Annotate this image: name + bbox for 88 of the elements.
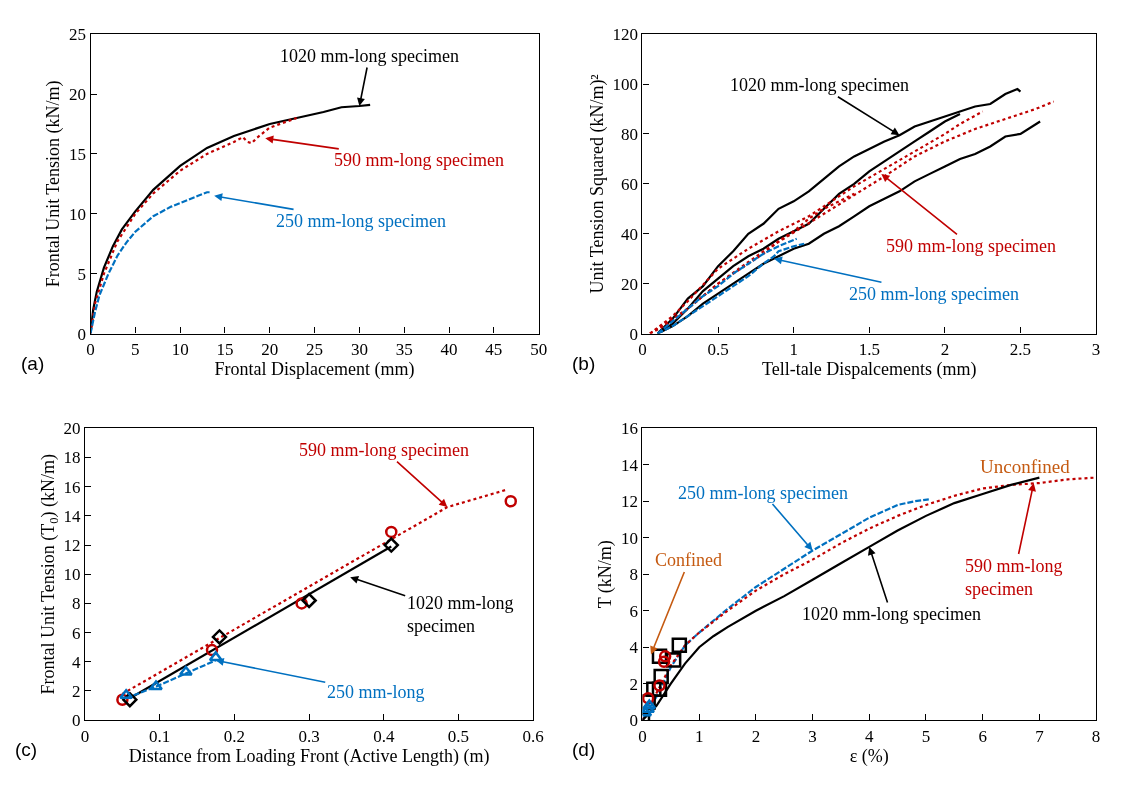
y-tick-label: 8 xyxy=(629,565,638,585)
text: (d) xyxy=(572,739,596,760)
y-tick-label: 25 xyxy=(69,25,87,45)
y-tick-label: 0 xyxy=(629,324,638,344)
y-tick-label: 20 xyxy=(63,419,81,439)
y-tick-label: 0 xyxy=(72,711,81,731)
x-tick-label: 2 xyxy=(940,340,950,360)
y-axis-title: T (kN/m) xyxy=(595,540,617,609)
x-tick-label: 35 xyxy=(395,340,413,360)
annotation: Unconfined xyxy=(980,456,1071,477)
x-tick-label: 6 xyxy=(978,726,987,746)
y-tick-label: 20 xyxy=(620,274,638,294)
x-tick-label: 15 xyxy=(216,340,234,360)
x-tick-label: 8 xyxy=(1091,726,1101,746)
y-tick-label: 6 xyxy=(72,623,81,643)
x-axis-title: Distance from Loading Front (Active Length) (m) xyxy=(128,745,490,767)
y-tick-label: 14 xyxy=(620,455,639,475)
y-tick-label: 12 xyxy=(63,536,81,555)
x-tick-label: 45 xyxy=(485,340,503,360)
annotation: Confined xyxy=(655,550,722,570)
x-tick-label: 4 xyxy=(865,726,875,746)
y-tick-label: 10 xyxy=(63,565,81,585)
x-axis-title: Frontal Displacement (mm) xyxy=(214,359,415,381)
y-axis-title: Frontal Unit Tension (kN/m) xyxy=(43,80,65,288)
x-tick-label: 0.1 xyxy=(149,726,171,746)
y-tick-label: 10 xyxy=(69,204,87,224)
x-tick-label: 0.2 xyxy=(223,726,246,746)
y-tick-label: 16 xyxy=(63,477,81,497)
y-tick-label: 120 xyxy=(612,25,638,45)
x-tick-label: 1 xyxy=(694,726,704,746)
y-tick-label: 2 xyxy=(72,681,81,701)
y-tick-label: 5 xyxy=(77,264,87,284)
text: (a) xyxy=(21,353,45,374)
y-tick-label: 0 xyxy=(629,711,638,731)
x-tick-label: 3 xyxy=(808,726,817,746)
annotation: 590 mm-long specimen xyxy=(886,236,1056,256)
y-tick-label: 18 xyxy=(63,448,81,468)
y-tick-label: 100 xyxy=(612,75,638,95)
x-tick-label: 1 xyxy=(789,340,798,360)
annotation: 1020 mm-long specimen xyxy=(730,75,909,95)
y-tick-label: 4 xyxy=(629,638,639,658)
x-tick-label: 5 xyxy=(131,340,140,360)
y-tick-label: 6 xyxy=(629,601,638,621)
x-tick-label: 25 xyxy=(306,340,324,360)
x-tick-label: 50 xyxy=(530,340,548,360)
annotation: 250 mm-long specimen xyxy=(276,211,446,231)
annotation: 590 mm-long specimen xyxy=(299,440,469,460)
y-tick-label: 2 xyxy=(629,674,638,694)
y-tick-label: 8 xyxy=(72,594,81,614)
x-tick-label: 1.5 xyxy=(858,340,880,360)
x-tick-label: 2 xyxy=(751,726,761,746)
x-axis-title: ε (%) xyxy=(849,745,889,767)
y-tick-label: 20 xyxy=(69,84,87,104)
x-tick-label: 20 xyxy=(261,340,279,360)
x-tick-label: 3 xyxy=(1091,340,1101,360)
y-tick-label: 15 xyxy=(69,144,87,164)
x-tick-label: 5 xyxy=(921,726,931,746)
x-tick-label: 40 xyxy=(440,340,458,360)
x-tick-label: 2.5 xyxy=(1009,340,1032,360)
x-tick-label: 0.6 xyxy=(522,726,544,746)
x-tick-label: 7 xyxy=(1035,726,1045,746)
x-tick-label: 10 xyxy=(171,340,189,360)
y-tick-label: 4 xyxy=(72,652,82,672)
y-tick-label: 40 xyxy=(620,224,638,244)
y-tick-label: 0 xyxy=(77,324,87,344)
x-tick-label: 0.5 xyxy=(447,726,470,746)
y-tick-label: 80 xyxy=(620,124,638,144)
y-tick-label: 14 xyxy=(63,506,82,526)
text: (c) xyxy=(15,739,38,760)
x-tick-label: 30 xyxy=(350,340,368,360)
y-tick-label: 16 xyxy=(620,419,638,439)
y-tick-label: 12 xyxy=(620,492,638,512)
y-tick-label: 10 xyxy=(620,528,638,548)
annotation: 590 mm-long specimen xyxy=(965,556,1063,600)
x-tick-label: 0.3 xyxy=(298,726,320,746)
y-tick-label: 60 xyxy=(620,174,638,194)
x-tick-label: 0.4 xyxy=(373,726,395,746)
annotation: 1020 mm-long specimen xyxy=(280,46,459,66)
annotation: 250 mm-long specimen xyxy=(678,483,848,503)
annotation: 1020 mm-long specimen xyxy=(802,604,981,624)
x-axis-title: Tell-tale Dispalcements (mm) xyxy=(761,359,977,381)
x-tick-label: 0.5 xyxy=(707,340,729,360)
text: (b) xyxy=(572,353,596,374)
annotation: 250 mm-long specimen xyxy=(849,284,1019,304)
annotation: 590 mm-long specimen xyxy=(334,150,504,170)
y-axis-title: Unit Tension Squared (kN/m)² xyxy=(586,74,608,294)
annotation: 250 mm-long xyxy=(327,682,425,702)
annotation: 1020 mm-long specimen xyxy=(407,593,514,637)
